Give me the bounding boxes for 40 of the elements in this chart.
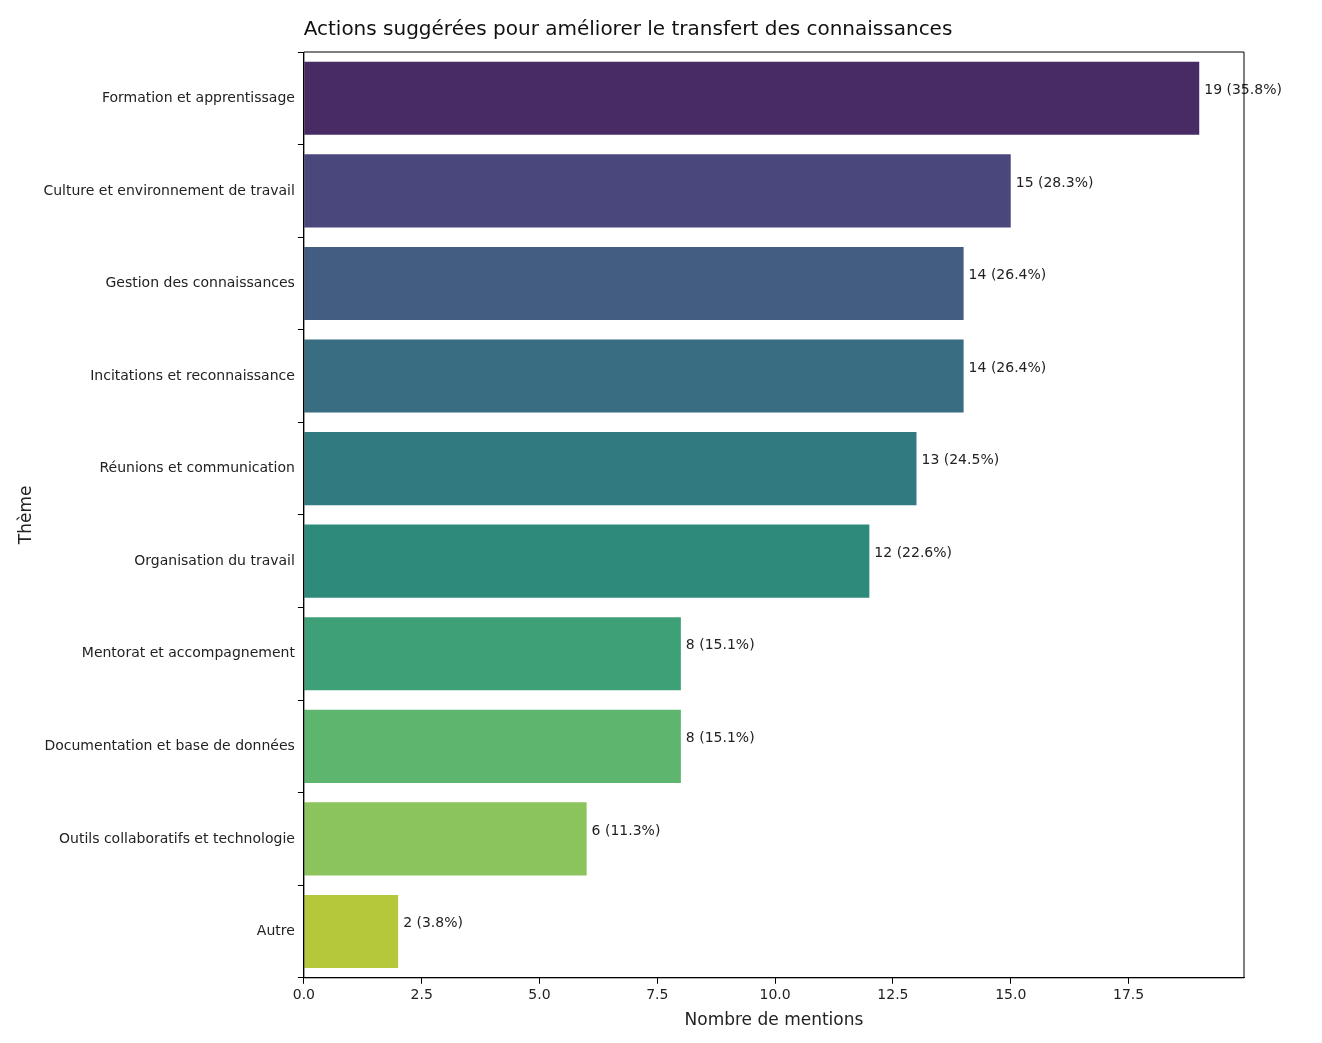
y-tick-label: Formation et apprentissage <box>101 88 295 105</box>
y-axis-title: Thème <box>14 485 35 546</box>
y-tick-label: Documentation et base de données <box>44 736 295 753</box>
data-label: 14 (26.4%) <box>968 358 1047 375</box>
bar <box>304 339 964 413</box>
x-tick-label: 2.5 <box>410 985 433 1002</box>
bar <box>304 709 681 783</box>
x-tick-label: 5.0 <box>528 985 551 1002</box>
data-label: 14 (26.4%) <box>968 266 1047 283</box>
bar <box>304 894 399 969</box>
x-tick-label: 15.0 <box>995 985 1027 1002</box>
bar <box>304 432 917 506</box>
x-tick-label: 7.5 <box>646 985 669 1002</box>
bar <box>304 524 870 598</box>
data-label: 2 (3.8%) <box>403 914 463 931</box>
y-tick-label: Mentorat et accompagnement <box>81 644 296 661</box>
bar <box>304 802 587 876</box>
data-label: 6 (11.3%) <box>591 821 661 838</box>
y-tick-label: Réunions et communication <box>99 459 295 476</box>
data-label: 8 (15.1%) <box>685 636 755 653</box>
y-tick-label: Organisation du travail <box>134 551 295 568</box>
bar <box>304 617 681 691</box>
bar <box>304 154 1011 228</box>
data-label: 8 (15.1%) <box>685 728 755 745</box>
y-tick-label: Autre <box>256 922 295 939</box>
bar <box>304 246 964 321</box>
chart-title: Actions suggérées pour améliorer le transfert des connaissances <box>303 16 953 41</box>
data-label: 15 (28.3%) <box>1015 173 1094 190</box>
y-tick-label: Incitations et reconnaissance <box>90 366 295 383</box>
x-axis-title: Nombre de mentions <box>684 1009 864 1030</box>
x-tick-label: 12.5 <box>877 985 909 1002</box>
x-tick-label: 17.5 <box>1112 985 1145 1002</box>
bar <box>304 61 1200 135</box>
y-tick-label: Outils collaboratifs et technologie <box>59 829 295 846</box>
data-label: 12 (22.6%) <box>874 543 953 560</box>
data-label: 13 (24.5%) <box>921 451 1000 468</box>
y-tick-label: Gestion des connaissances <box>105 274 295 291</box>
x-tick-label: 10.0 <box>759 985 791 1002</box>
x-tick-label: 0.0 <box>292 985 316 1002</box>
y-tick-label: Culture et environnement de travail <box>43 181 295 198</box>
